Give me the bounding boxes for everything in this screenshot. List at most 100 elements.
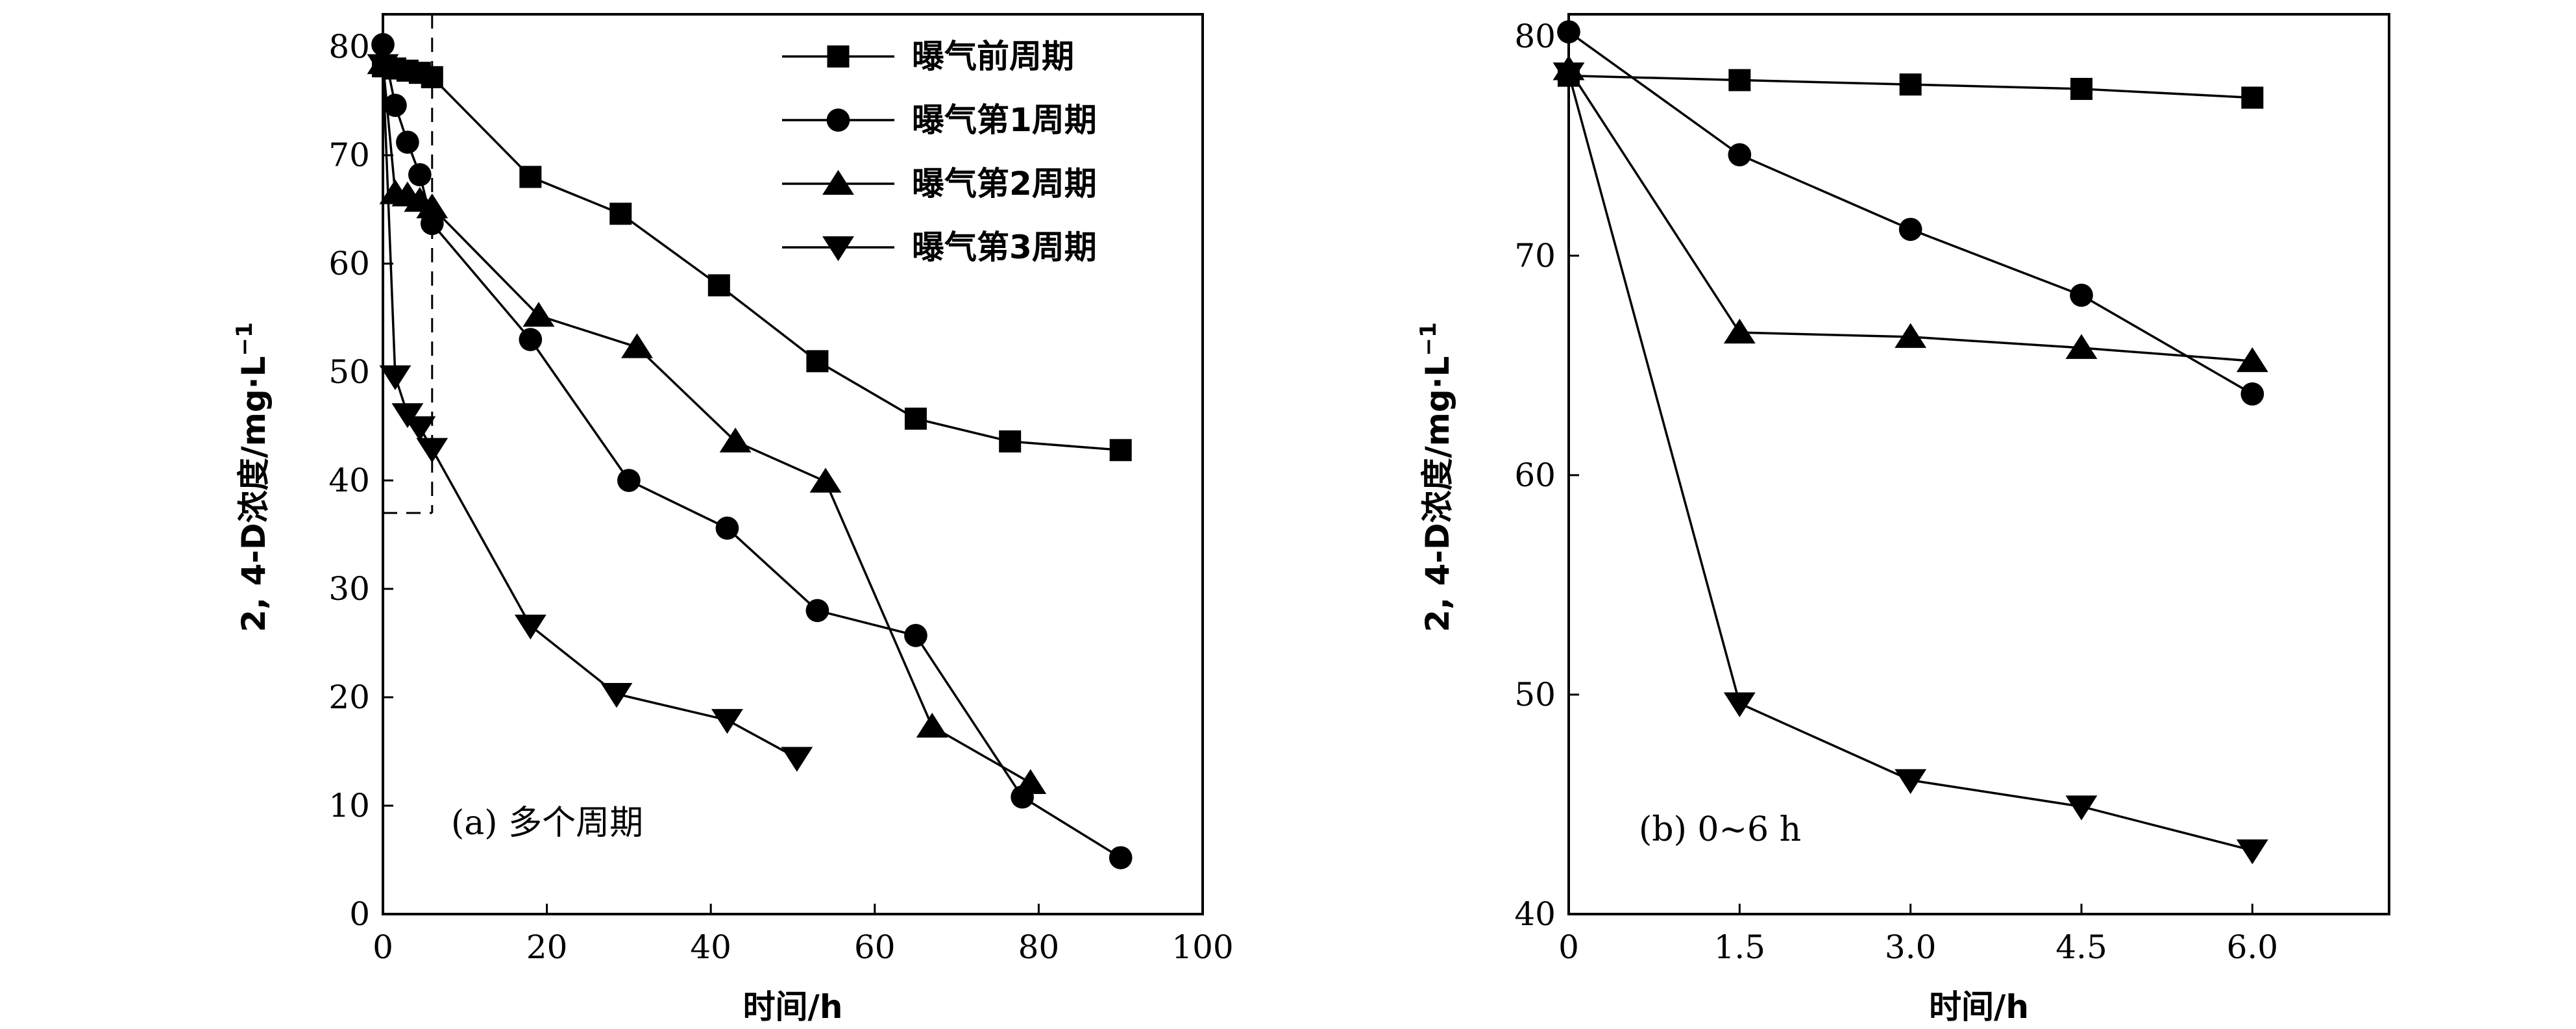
panel-a: 0 20 40 60 80 100 0 10 20 30 40 50 60 70 80 曝气前周期曝气第1周…: [232, 13, 1234, 1026]
data-point: [367, 54, 399, 79]
data-point: [600, 683, 633, 708]
legend-marker: [822, 169, 854, 195]
data-point: [2065, 795, 2098, 821]
x-tick-label: 0: [1558, 928, 1579, 966]
legend-label: 曝气第3周期: [912, 229, 1097, 266]
legend-entry-2: 曝气第1周期: [782, 101, 1097, 139]
data-point: [1723, 692, 1756, 717]
data-point: [916, 712, 948, 738]
y-tick-label: 40: [328, 462, 370, 499]
panel-a-y-axis-label-group: 2, 4-D浓度/mg·L−1: [232, 322, 273, 632]
legend-label: 曝气第2周期: [912, 165, 1097, 203]
legend-entry-4: 曝气第3周期: [782, 229, 1097, 266]
data-point: [809, 467, 842, 493]
panel-a-frame: [382, 13, 1204, 915]
data-point: [1898, 217, 1922, 242]
data-point: [707, 274, 730, 297]
data-point: [904, 407, 927, 430]
series-3: [1552, 55, 2268, 373]
data-point: [1895, 323, 1927, 348]
legend-label: 曝气第1周期: [912, 101, 1097, 139]
data-point: [391, 403, 424, 428]
y-tick-label: 50: [328, 353, 370, 391]
series-4: [1552, 62, 2268, 865]
legend-marker: [822, 236, 854, 262]
data-point: [719, 427, 752, 453]
data-point: [2070, 283, 2093, 307]
x-tick-label: 40: [690, 928, 731, 966]
y-tick-label: 10: [328, 787, 370, 824]
panel-a-ticks: 0 20 40 60 80 100 0 10 20 30 40 50 60 70 80: [328, 28, 1233, 966]
panel-b-y-axis-label: 2, 4-D浓度/mg·L: [1419, 356, 1456, 632]
data-point: [421, 66, 443, 88]
data-point: [1728, 69, 1751, 92]
data-point: [2236, 347, 2268, 373]
data-point: [1109, 439, 1132, 462]
panel-b: 0 1.5 3.0 4.5 6.0 40 50 60 70 80 (b) 0~6 h 时间/h 2…: [1416, 13, 2390, 1026]
data-point: [904, 623, 927, 647]
panel-b-ticks: 0 1.5 3.0 4.5 6.0 40 50 60 70 80: [1514, 18, 2278, 966]
data-point: [371, 32, 395, 56]
data-point: [1723, 318, 1756, 344]
series-line: [1567, 73, 2253, 852]
series-line: [382, 65, 798, 760]
series-line: [1567, 68, 2253, 362]
panel-b-annotation: (b) 0~6 h: [1639, 810, 1801, 849]
panel-b-y-axis-label-group: 2, 4-D浓度/mg·L−1: [1416, 322, 1456, 632]
panel-a-series: [367, 32, 1133, 870]
panel-b-frame: [1567, 13, 2390, 915]
panel-b-y-axis-unit-exponent: −1: [1416, 322, 1441, 356]
series-1: [1558, 64, 2264, 109]
data-point: [1895, 769, 1927, 795]
x-tick-label: 0: [373, 928, 393, 966]
data-point: [416, 438, 448, 463]
panel-a-y-axis-unit-exponent: −1: [232, 322, 258, 356]
svg-text:2, 4-D浓度/mg·L−1: 2, 4-D浓度/mg·L−1: [1416, 322, 1456, 632]
data-point: [2070, 77, 2092, 100]
data-point: [519, 166, 542, 188]
panel-a-x-axis-label: 时间/h: [743, 988, 843, 1026]
svg-text:2, 4-D浓度/mg·L−1: 2, 4-D浓度/mg·L−1: [232, 322, 273, 632]
data-point: [1552, 62, 1585, 88]
x-tick-label: 6.0: [2227, 928, 2279, 966]
data-point: [1899, 73, 1922, 96]
legend-label: 曝气前周期: [912, 38, 1074, 75]
y-tick-label: 20: [328, 678, 370, 716]
data-point: [1557, 20, 1580, 43]
x-tick-label: 20: [526, 928, 568, 966]
x-tick-label: 4.5: [2055, 928, 2107, 966]
data-point: [514, 614, 546, 640]
y-tick-label: 70: [328, 136, 370, 174]
data-point: [805, 599, 829, 623]
data-point: [711, 709, 743, 734]
data-point: [1014, 769, 1047, 794]
panel-a-highlight-box: [383, 14, 434, 514]
data-point: [408, 163, 432, 186]
data-point: [404, 416, 436, 441]
panel-b-series: [1552, 20, 2268, 865]
data-point: [2240, 382, 2264, 406]
y-tick-label: 80: [328, 28, 370, 66]
x-tick-label: 60: [854, 928, 896, 966]
y-tick-label: 50: [1514, 676, 1556, 713]
x-tick-label: 100: [1171, 928, 1233, 966]
series-4: [367, 54, 813, 772]
data-point: [2065, 334, 2098, 359]
panel-a-annotation: (a) 多个周期: [451, 804, 643, 843]
legend-marker: [827, 45, 850, 68]
data-point: [621, 333, 653, 358]
data-point: [1728, 143, 1752, 167]
data-point: [2236, 839, 2268, 865]
data-point: [2241, 86, 2264, 109]
data-point: [379, 365, 411, 390]
series-2: [1557, 20, 2264, 406]
data-point: [781, 747, 813, 772]
data-point: [522, 301, 555, 327]
data-point: [384, 93, 407, 118]
legend-entry-3: 曝气第2周期: [782, 165, 1097, 203]
x-tick-label: 1.5: [1714, 928, 1766, 966]
y-tick-label: 60: [1514, 456, 1556, 494]
